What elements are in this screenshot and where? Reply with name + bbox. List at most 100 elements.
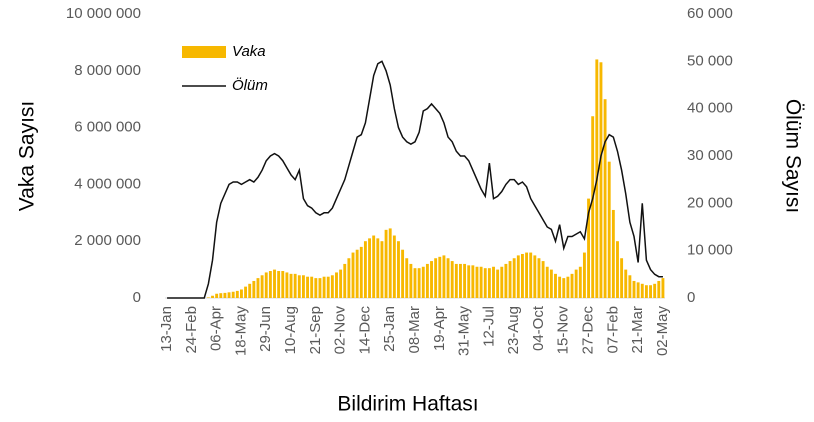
bar — [273, 269, 276, 298]
y-axis-title: Vaka Sayısı — [16, 101, 39, 212]
bar — [211, 295, 214, 298]
bar — [549, 269, 553, 298]
x-tick-label: 18-May — [232, 306, 249, 357]
bar — [326, 276, 330, 298]
bar — [285, 272, 289, 298]
x-tick-label: 31-May — [456, 306, 473, 357]
bar — [372, 235, 376, 298]
x-tick-label: 06-Apr — [208, 306, 225, 351]
x-tick-label: 02-Nov — [332, 306, 349, 355]
bar — [235, 290, 239, 298]
bar — [343, 263, 347, 298]
x-axis-title: Bildirim Haftası — [337, 393, 478, 416]
x-tick-label: 02-May — [654, 306, 671, 357]
bar — [277, 271, 281, 298]
bar — [260, 275, 264, 298]
bar — [496, 269, 500, 298]
y2-tick-label: 50 000 — [687, 52, 733, 69]
bar — [297, 275, 301, 298]
bar — [463, 263, 467, 298]
bar — [574, 269, 578, 298]
bar — [314, 278, 318, 298]
bar — [248, 283, 252, 298]
x-tick-label: 12-Jul — [480, 306, 497, 347]
bar — [644, 285, 648, 298]
bar — [520, 253, 524, 298]
bar — [384, 229, 388, 298]
bar — [322, 276, 326, 298]
bar — [392, 235, 396, 298]
bar — [397, 241, 400, 298]
x-tick-label: 27-Dec — [580, 306, 597, 355]
bar — [649, 285, 652, 298]
bar — [467, 265, 471, 298]
bar — [620, 258, 624, 298]
bar — [405, 258, 409, 298]
bar — [492, 266, 495, 298]
bar — [347, 258, 351, 298]
bar — [545, 266, 549, 298]
legend-label: Vaka — [232, 43, 266, 60]
bar — [636, 282, 640, 298]
bar — [508, 261, 512, 298]
x-tick-label: 14-Dec — [356, 306, 373, 355]
bar — [231, 291, 235, 298]
y-tick-label: 8 000 000 — [74, 62, 141, 79]
bar — [293, 273, 297, 298]
y2-tick-label: 60 000 — [687, 5, 733, 22]
bar — [566, 276, 570, 298]
bar — [537, 258, 541, 298]
bar — [281, 271, 285, 298]
bar — [541, 261, 545, 298]
bar — [401, 249, 405, 298]
bar — [223, 292, 227, 298]
bar — [554, 273, 557, 298]
x-tick-label: 10-Aug — [282, 306, 299, 354]
bar — [587, 198, 590, 298]
bar — [219, 293, 223, 298]
bar — [252, 280, 256, 298]
bar — [591, 116, 595, 299]
y-tick-label: 4 000 000 — [74, 175, 141, 192]
y-tick-label: 6 000 000 — [74, 119, 141, 136]
bar — [450, 261, 454, 298]
bar — [359, 246, 363, 298]
x-tick-label: 23-Aug — [505, 306, 522, 354]
bar — [244, 286, 248, 298]
bar — [512, 258, 516, 298]
y2-tick-label: 10 000 — [687, 242, 733, 259]
bar — [661, 278, 665, 298]
bar — [624, 269, 628, 298]
bar — [582, 252, 586, 298]
bar — [640, 283, 644, 298]
bar — [504, 263, 508, 298]
bar — [351, 252, 355, 298]
bar — [330, 275, 334, 298]
bar — [215, 293, 219, 298]
bar — [599, 62, 603, 298]
x-tick-label: 25-Jan — [381, 306, 398, 352]
bar — [240, 289, 243, 298]
bar — [459, 263, 462, 298]
bar — [632, 280, 636, 298]
bar — [500, 266, 504, 298]
bar — [430, 261, 433, 298]
y-tick-label: 0 — [133, 289, 141, 306]
bar — [289, 273, 293, 298]
bar — [409, 263, 413, 298]
x-tick-label: 29-Jun — [257, 306, 274, 352]
bar — [339, 269, 343, 298]
bar — [611, 209, 615, 298]
bar — [318, 278, 322, 298]
legend-label: Ölüm — [232, 76, 268, 94]
bar — [425, 263, 429, 298]
bar — [562, 278, 566, 298]
bar — [442, 255, 446, 298]
y2-tick-label: 0 — [687, 289, 695, 306]
bar — [454, 263, 458, 298]
y2-tick-label: 40 000 — [687, 100, 733, 117]
bar — [264, 272, 268, 298]
x-tick-label: 19-Apr — [431, 306, 448, 351]
bar — [578, 266, 582, 298]
